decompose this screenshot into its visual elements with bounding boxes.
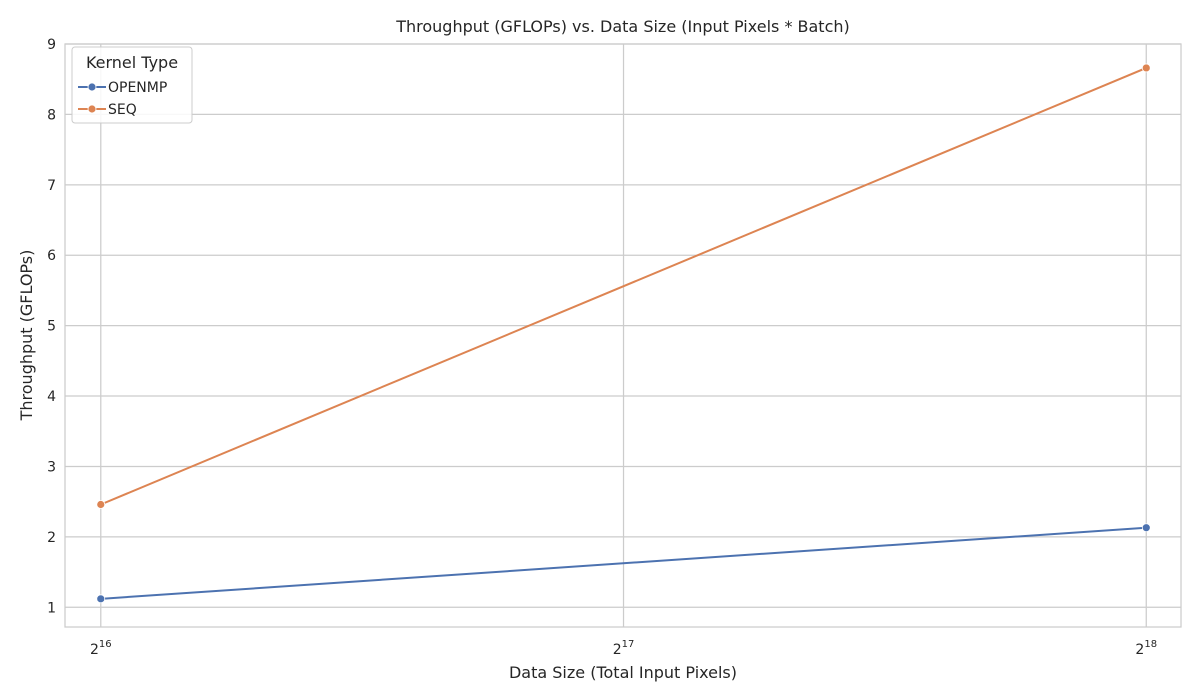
- legend-entries: OPENMP SEQ: [78, 80, 167, 118]
- legend-marker: [87, 82, 97, 92]
- y-tick-label: 9: [47, 37, 56, 53]
- series-line: [100, 526, 1147, 600]
- chart-title: Throughput (GFLOPs) vs. Data Size (Input…: [395, 17, 850, 36]
- y-tick-label: 7: [47, 178, 56, 194]
- x-tick-base: 2: [613, 642, 622, 658]
- x-tick-exponent: 16: [99, 639, 112, 650]
- grid-layer: [65, 43, 1181, 627]
- x-tick-base: 2: [1135, 642, 1144, 658]
- y-tick-labels: 1 2 3 4 5 6 7 8 9: [47, 37, 56, 616]
- data-point: [1141, 63, 1151, 73]
- series-seq: [96, 63, 1151, 509]
- legend-box: [71, 46, 193, 124]
- y-tick-label: 2: [47, 530, 56, 546]
- data-point: [96, 594, 106, 604]
- x-tick-label: 216: [90, 639, 112, 658]
- x-tick-label: 217: [613, 639, 635, 658]
- x-tick-exponent: 17: [622, 639, 635, 650]
- x-tick-exponent: 18: [1144, 639, 1157, 650]
- y-tick-label: 8: [47, 107, 56, 123]
- y-tick-label: 6: [47, 248, 56, 264]
- y-tick-label: 5: [47, 319, 56, 335]
- legend-marker: [87, 104, 97, 114]
- legend-entry: SEQ: [78, 102, 137, 118]
- series-layer: [96, 63, 1151, 604]
- series-openmp: [96, 523, 1151, 604]
- x-tick-labels: 216 217 218: [90, 639, 1157, 658]
- data-point: [1141, 523, 1151, 533]
- legend-label: OPENMP: [108, 80, 167, 96]
- y-axis-label: Throughput (GFLOPs): [17, 250, 36, 422]
- data-point: [96, 500, 106, 509]
- plot-frame: [64, 43, 1182, 628]
- y-tick-label: 4: [47, 389, 56, 405]
- x-tick-base: 2: [90, 642, 99, 658]
- legend-title: Kernel Type: [86, 53, 178, 72]
- x-axis-label: Data Size (Total Input Pixels): [509, 663, 737, 682]
- series-line: [100, 67, 1147, 506]
- y-tick-label: 1: [47, 600, 56, 616]
- legend: Kernel Type OPENMP SEQ: [71, 46, 193, 124]
- legend-entry: OPENMP: [78, 80, 167, 96]
- x-tick-label: 218: [1135, 639, 1157, 658]
- y-tick-label: 3: [47, 459, 56, 475]
- legend-label: SEQ: [108, 102, 137, 118]
